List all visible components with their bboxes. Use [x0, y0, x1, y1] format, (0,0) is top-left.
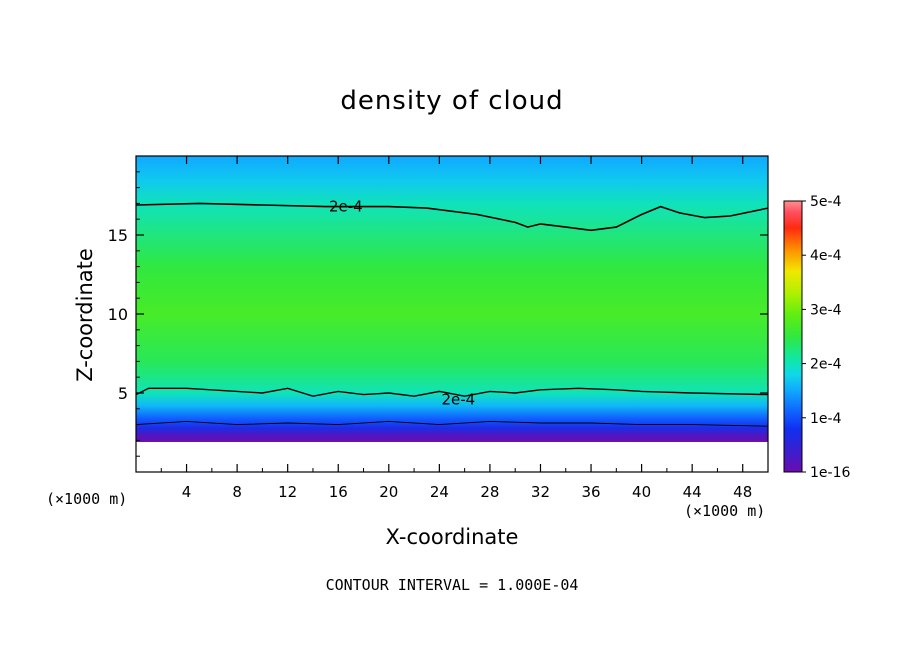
contour-lower-2e-4 — [136, 387, 768, 397]
x-unit-label: (×1000 m) — [684, 502, 766, 520]
colorbar-strip — [783, 200, 803, 473]
contour-upper-2e-4 — [136, 202, 768, 232]
colorbar-tick-label: 2e-4 — [810, 357, 842, 373]
x-tick-label: 32 — [531, 483, 550, 501]
colorbar-tick-label: 4e-4 — [810, 248, 842, 264]
x-axis-ticks: 4 8 12 16 20 24 28 32 36 40 44 48 — [160, 156, 752, 501]
y-tick-label: 15 — [108, 226, 128, 245]
y-unit-label: (×1000 m) — [46, 490, 128, 508]
plot-area: 2e-4 2e-4 — [136, 156, 768, 472]
contour-lines: 2e-4 2e-4 — [136, 198, 768, 427]
chart-title: density of cloud — [340, 86, 564, 116]
y-axis-ticks: 5 10 15 — [108, 171, 768, 457]
contour-lower-1e-4 — [136, 420, 768, 427]
x-tick-label: 24 — [430, 483, 449, 501]
x-tick-label: 16 — [329, 483, 348, 501]
x-tick-label: 40 — [632, 483, 651, 501]
x-tick-label: 48 — [733, 483, 752, 501]
y-axis-label: Z-coordinate — [73, 248, 97, 382]
y-tick-label: 10 — [108, 305, 128, 324]
x-tick-label: 12 — [278, 483, 297, 501]
colorbar: 1e-16 1e-4 2e-4 3e-4 4e-4 5e-4 — [783, 194, 850, 481]
x-tick-label: 20 — [379, 483, 398, 501]
colorbar-tick-label: 3e-4 — [810, 302, 842, 318]
y-tick-label: 5 — [118, 384, 128, 403]
colorbar-tick-label: 5e-4 — [810, 194, 842, 210]
x-axis-label: X-coordinate — [385, 525, 519, 549]
colorbar-tick-label: 1e-4 — [810, 411, 842, 427]
colorbar-tick-label: 1e-16 — [810, 465, 850, 481]
contour-label: 2e-4 — [441, 390, 475, 408]
contour-label: 2e-4 — [329, 198, 363, 216]
x-tick-label: 44 — [683, 483, 702, 501]
x-tick-label: 8 — [232, 483, 242, 501]
density-field — [136, 156, 768, 472]
colorbar-ticks: 1e-16 1e-4 2e-4 3e-4 4e-4 5e-4 — [802, 194, 850, 481]
contour-interval-note: CONTOUR INTERVAL = 1.000E-04 — [325, 576, 579, 594]
x-tick-label: 36 — [581, 483, 600, 501]
ground-blank — [136, 441, 768, 472]
x-tick-label: 28 — [480, 483, 499, 501]
x-tick-label: 4 — [182, 483, 192, 501]
